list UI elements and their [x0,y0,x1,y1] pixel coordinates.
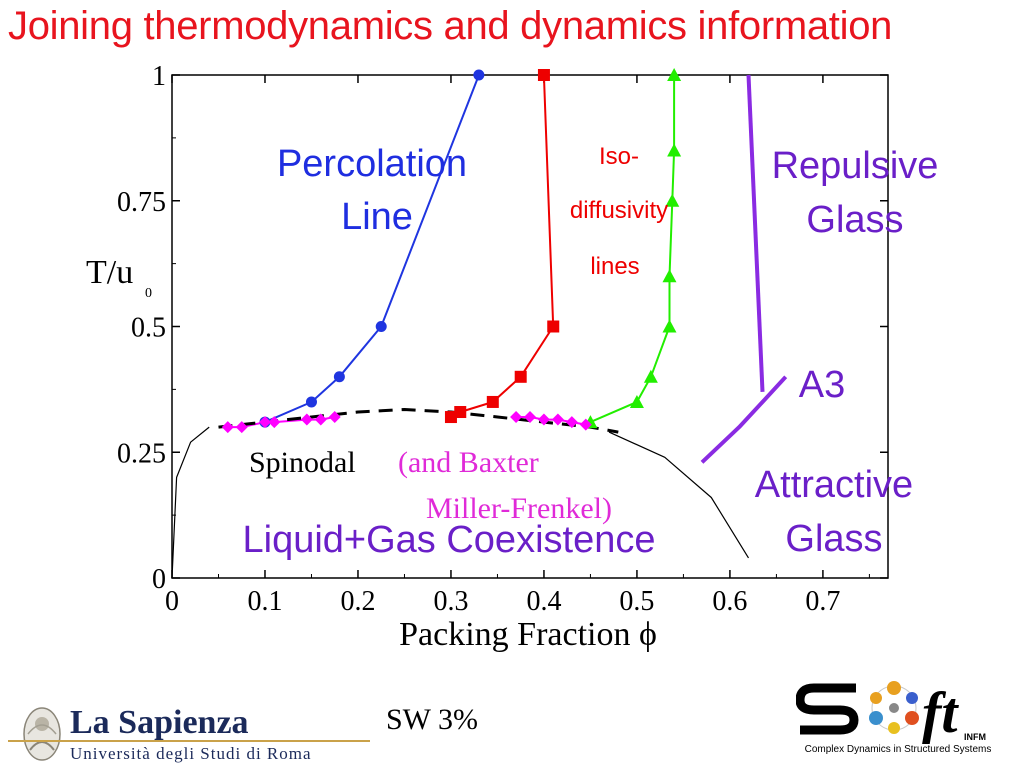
y-tick-label: 0.25 [117,438,166,469]
y-tick-label: 0.5 [131,313,166,344]
x-tick-label: 0 [165,586,179,617]
marker-isodiff_green [665,193,680,207]
label-coexistence: Liquid+Gas Coexistence [243,519,656,561]
label-attractive-1: Attractive [755,464,913,506]
label-spinodal: Spinodal [249,446,356,479]
y-tick-label: 1 [152,61,166,92]
series-markers [221,68,682,434]
marker-spinodal_left_points [258,416,271,429]
x-tick-label: 0.4 [526,586,561,617]
marker-isodiff_red [514,370,527,383]
marker-spinodal_left_points [314,413,327,426]
soft-subtitle: Complex Dynamics in Structured Systems [804,744,992,755]
slide-caption: SW 3% [386,703,478,736]
marker-spinodal_right_points [510,411,523,424]
marker-spinodal_left_points [328,411,341,424]
x-tick-label: 0.7 [805,586,840,617]
label-attractive-2: Glass [785,518,882,560]
label-baxter-2: Miller-Frenkel) [426,492,612,525]
marker-isodiff_green [643,369,658,383]
marker-spinodal_right_points [565,416,578,429]
marker-isodiff_green [662,319,677,333]
marker-isodiff_green [629,394,644,408]
label-isodiff-2: diffusivity [570,197,668,224]
marker-spinodal_left_points [300,413,313,426]
soft-logo: ft INFM Complex Dynamics in Structured S… [795,674,1000,764]
marker-isodiff_red [537,69,550,81]
sapienza-divider [8,740,370,742]
phase-diagram-chart: 0 0.1 0.2 0.3 0.4 0.5 0.6 0.7 0 0.25 0.5 0.75 1 Pack… [86,61,939,653]
x-tick-label: 0.1 [247,586,282,617]
marker-percolation [333,371,345,383]
label-percolation-2: Line [341,196,413,238]
series-line-percolation [264,74,480,424]
label-isodiff-1: Iso- [599,143,639,170]
y-axis-label-subscript: 0 [145,286,152,301]
sapienza-logo: La Sapienza Università degli Studi di Ro… [8,700,388,768]
sapienza-crest-icon [23,707,61,761]
marker-spinodal_left_points [221,421,234,434]
marker-isodiff_red [486,395,499,408]
soft-logo-mark: ft INFM [795,680,986,745]
marker-isodiff_red [547,320,560,333]
label-repulsive-1: Repulsive [772,145,939,187]
series-line-coexistence_thin_right [608,431,750,559]
x-axis-label: Packing Fraction ϕ [399,616,657,653]
marker-isodiff_red [444,411,457,424]
label-percolation-1: Percolation [277,143,467,185]
series-line-isodiff_red [450,74,555,418]
marker-isodiff_green [667,143,682,157]
series-line-repulsive_glass [746,74,765,392]
x-tick-label: 0.2 [340,586,375,617]
series-line-coexistence_thin [171,426,210,579]
soft-badge: INFM [964,732,986,742]
marker-percolation [375,321,387,332]
marker-spinodal_right_points [537,413,550,426]
x-tick-label: 0.5 [619,586,654,617]
soft-ft-text: ft [922,680,959,744]
soft-molecule-icon [869,681,919,734]
label-baxter-1: (and Baxter [398,446,539,479]
axis-ticks: 0 0.1 0.2 0.3 0.4 0.5 0.6 0.7 0 0.25 0.5 0.75 1 [117,61,888,617]
marker-isodiff_green [667,68,682,81]
marker-spinodal_left_points [235,421,248,434]
series-line-isodiff_green [590,75,676,424]
y-tick-label: 0.75 [117,187,166,218]
slide-title: Joining thermodynamics and dynamics info… [8,4,893,48]
series-line-attractive_glass [700,375,788,464]
y-tick-label: 0 [152,564,166,595]
marker-isodiff_red [454,406,467,419]
marker-spinodal_right_points [524,411,536,424]
label-repulsive-2: Glass [806,199,903,241]
label-isodiff-3: lines [590,253,639,280]
series-line-spinodal_dashed [218,408,619,434]
marker-percolation [305,396,317,408]
marker-spinodal_right_points [579,418,592,431]
label-a3: A3 [799,364,845,406]
marker-spinodal_left_points [268,416,281,429]
x-tick-label: 0.6 [712,586,747,617]
sapienza-name: La Sapienza [70,704,249,741]
x-tick-label: 0.3 [433,586,468,617]
marker-isodiff_green [662,269,677,283]
marker-percolation [473,69,485,81]
marker-spinodal_right_points [551,413,564,426]
sapienza-subtitle: Università degli Studi di Roma [70,744,312,763]
y-axis-label: T/u [86,254,133,291]
